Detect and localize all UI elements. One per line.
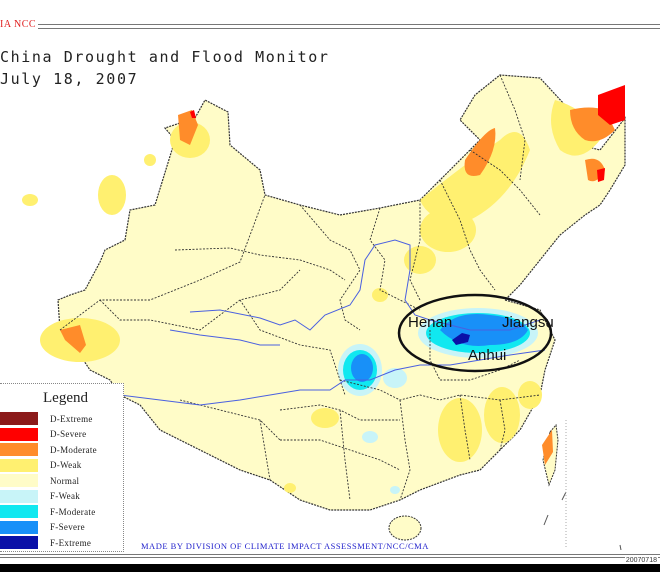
legend-item-normal: Normal [0, 473, 123, 489]
label-jiangsu: Jiangsu [502, 314, 554, 331]
province-borders [59, 74, 541, 501]
swatch [0, 443, 38, 457]
south-china-sea-dashes [543, 491, 622, 550]
credit-text: MADE BY DIVISION OF CLIMATE IMPACT ASSES… [141, 541, 429, 551]
hainan-island [388, 515, 422, 541]
map-title: China Drought and Flood Monitor July 18,… [0, 46, 330, 90]
label-henan: Henan [408, 314, 452, 331]
swatch [0, 536, 38, 550]
source-tag: IA NCC [0, 19, 39, 30]
footer-bar [0, 564, 660, 572]
date-text: July 18, 2007 [0, 70, 139, 88]
legend-label: D-Moderate [50, 444, 97, 455]
legend-item-d-severe: D-Severe [0, 427, 123, 443]
china-mainland [57, 74, 626, 511]
legend-title: Legend [43, 390, 88, 406]
date-code: 20070718 [624, 557, 658, 564]
flood-highlight-ellipse [397, 293, 553, 373]
legend-item-d-extreme: D-Extreme [0, 411, 123, 427]
swatch [0, 505, 38, 519]
legend-item-d-weak: D-Weak [0, 458, 123, 474]
swatch [0, 458, 38, 472]
swatch [0, 427, 38, 441]
header-rule-top [0, 24, 660, 25]
legend-item-f-extreme: F-Extreme [0, 535, 123, 551]
label-anhui: Anhui [468, 347, 506, 364]
swatch [0, 412, 38, 426]
legend: Legend D-Extreme D-Severe D-Moderate D-W… [0, 383, 124, 552]
legend-label: F-Weak [50, 491, 81, 502]
footer-rule-top [0, 554, 660, 555]
swatch [0, 489, 38, 503]
header-rule-bottom [0, 28, 660, 29]
footer-rule-bottom [0, 557, 660, 558]
china-drought-flood-map: Henan Jiangsu Anhui [22, 74, 626, 550]
rivers [119, 239, 546, 406]
swatch [0, 520, 38, 534]
legend-label: D-Extreme [50, 413, 93, 424]
legend-label: F-Severe [50, 522, 85, 533]
legend-item-f-moderate: F-Moderate [0, 504, 123, 520]
legend-label: F-Extreme [50, 537, 92, 548]
legend-label: D-Severe [50, 429, 87, 440]
legend-label: Normal [50, 475, 80, 486]
legend-label: D-Weak [50, 460, 82, 471]
title-text: China Drought and Flood Monitor [0, 48, 330, 66]
legend-item-f-weak: F-Weak [0, 489, 123, 505]
legend-item-d-moderate: D-Moderate [0, 442, 123, 458]
swatch [0, 474, 38, 488]
legend-item-f-severe: F-Severe [0, 520, 123, 536]
legend-label: F-Moderate [50, 506, 96, 517]
